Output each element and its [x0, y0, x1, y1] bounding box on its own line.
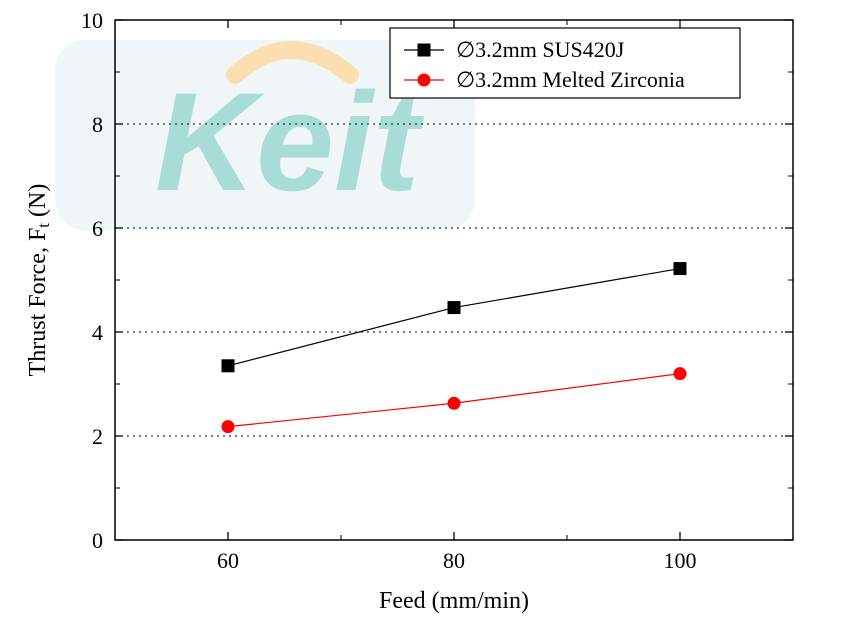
chart-container: Keit 60 80 100 0 2 4 6 8 10 Feed (mm/min) Thrust Fo…: [0, 0, 846, 639]
x-tick-label: 60: [217, 548, 239, 573]
series-line-0: [228, 269, 680, 366]
marker-circle: [448, 397, 460, 409]
y-tick-label: 6: [92, 216, 103, 241]
legend-label: ∅3.2mm Melted Zirconia: [456, 67, 685, 92]
y-tick-label: 10: [81, 8, 103, 33]
svg-text:Keit: Keit: [155, 63, 425, 220]
y-tick-label: 0: [92, 528, 103, 553]
marker-square: [674, 263, 686, 275]
marker-square: [448, 302, 460, 314]
thrust-force-chart: Keit 60 80 100 0 2 4 6 8 10 Feed (mm/min) Thrust Fo…: [0, 0, 846, 639]
y-tick-label: 4: [92, 320, 103, 345]
y-tick-label: 8: [92, 112, 103, 137]
y-axis-label: Thrust Force, Ft (N): [25, 184, 53, 377]
x-tick-label: 100: [664, 548, 697, 573]
marker-square: [222, 360, 234, 372]
legend-label: ∅3.2mm SUS420J: [456, 37, 625, 62]
marker-circle: [222, 421, 234, 433]
x-tick-label: 80: [443, 548, 465, 573]
y-tick-label: 2: [92, 424, 103, 449]
legend-marker-square: [418, 44, 430, 56]
legend-marker-circle: [418, 74, 430, 86]
marker-circle: [674, 368, 686, 380]
x-axis-label: Feed (mm/min): [379, 588, 529, 614]
